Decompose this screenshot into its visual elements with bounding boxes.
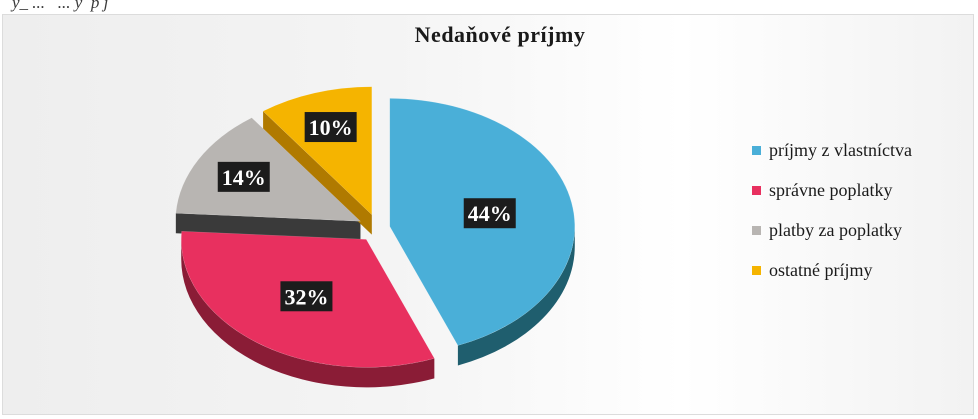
pie-data-label-bg xyxy=(217,161,270,192)
pie-data-label-bg xyxy=(280,281,333,312)
pie-data-label-spravne-poplatky: 32% xyxy=(280,281,333,312)
pie-data-label-vlastnictvo: 44% xyxy=(463,198,516,229)
pie-data-label-text: 44% xyxy=(468,201,512,226)
pie-slice-sides xyxy=(175,98,575,388)
pie-data-labels: 44% 32% 14% 10% xyxy=(217,112,516,312)
legend-item: správne poplatky xyxy=(752,170,912,210)
pie-data-label-bg xyxy=(463,198,516,229)
legend-label: platby za poplatky xyxy=(769,219,902,240)
pie-slice-side-spravne-poplatky xyxy=(181,239,435,388)
legend-label: správne poplatky xyxy=(769,179,893,200)
pie-data-label-bg xyxy=(304,112,357,143)
legend-swatch xyxy=(752,185,761,195)
pie-data-label-ostatne-prijmy: 10% xyxy=(304,112,357,143)
legend-swatch xyxy=(752,225,761,235)
legend-swatch xyxy=(752,145,761,155)
caption-fragment: y_ ... ... y p j xyxy=(12,0,109,12)
pie-data-label-text: 10% xyxy=(309,115,353,140)
pie-data-label-platby-za-poplatky: 14% xyxy=(217,161,270,192)
legend-swatch xyxy=(752,265,761,275)
legend-item: príjmy z vlastníctva xyxy=(752,130,912,170)
pie-data-label-text: 14% xyxy=(222,165,266,190)
chart-legend: príjmy z vlastníctva správne poplatky pl… xyxy=(752,130,912,290)
pie-slice-side-vlastnictvo xyxy=(457,226,575,366)
legend-label: príjmy z vlastníctva xyxy=(769,139,912,160)
pie-slice-cut-ostatne-prijmy xyxy=(263,111,372,235)
legend-item: platby za poplatky xyxy=(752,210,912,250)
pie-slice-side-ostatne-prijmy xyxy=(263,111,372,235)
pie-slice-side-spravne-poplatky xyxy=(181,239,435,388)
legend-label: ostatné príjmy xyxy=(769,259,873,280)
chart-title: Nedaňové príjmy xyxy=(414,22,586,47)
document-caption-strip: y_ ... ... y p j xyxy=(0,0,978,14)
legend-item: ostatné príjmy xyxy=(752,250,912,290)
pie-slice-side-vlastnictvo xyxy=(389,98,575,366)
pie-data-label-text: 32% xyxy=(284,284,328,309)
